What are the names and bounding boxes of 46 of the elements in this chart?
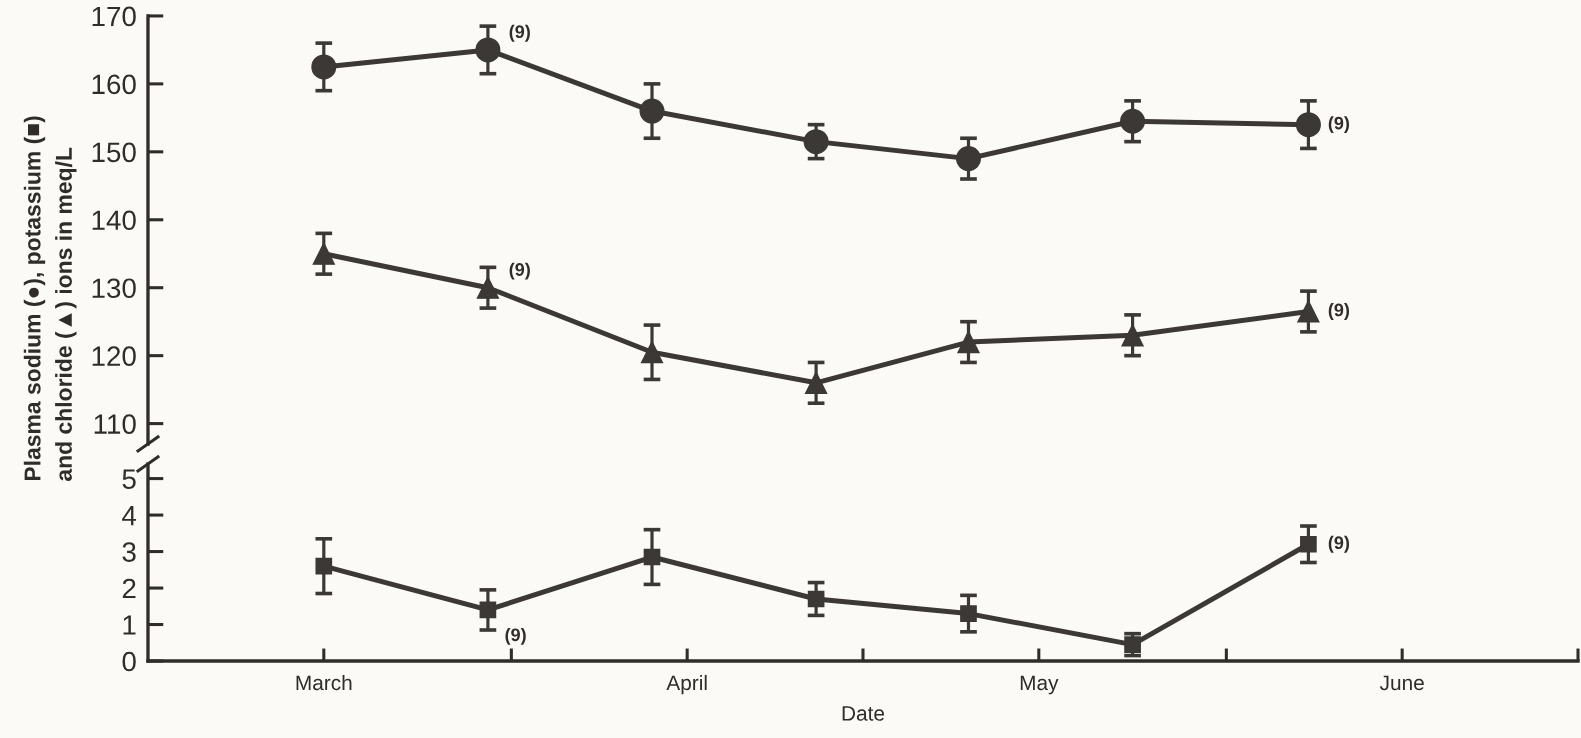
y-tick-label: 150 bbox=[92, 142, 136, 163]
y-tick-label: 140 bbox=[92, 210, 136, 231]
point bbox=[312, 242, 335, 265]
point bbox=[475, 37, 501, 63]
point bbox=[639, 98, 665, 124]
y-tick-label: 130 bbox=[92, 278, 136, 299]
point bbox=[476, 276, 500, 299]
point bbox=[1121, 324, 1144, 347]
point bbox=[955, 146, 981, 172]
y-tick-label: 110 bbox=[94, 414, 136, 434]
point bbox=[960, 605, 977, 622]
y-tick-label: 170 bbox=[92, 6, 136, 27]
annotation: (9) bbox=[509, 24, 530, 42]
x-tick-label: March bbox=[296, 674, 352, 691]
y-tick-label: 120 bbox=[92, 346, 136, 366]
point bbox=[311, 54, 337, 80]
point bbox=[640, 341, 664, 364]
annotation: (9) bbox=[505, 627, 526, 645]
point bbox=[804, 371, 828, 394]
x-tick-label: June bbox=[1379, 675, 1424, 691]
point bbox=[1295, 112, 1321, 138]
point bbox=[1297, 300, 1320, 323]
point bbox=[1300, 535, 1317, 553]
point bbox=[803, 129, 829, 155]
annotation: (9) bbox=[1328, 116, 1350, 134]
annotation: (9) bbox=[509, 262, 530, 280]
point bbox=[957, 330, 980, 354]
point bbox=[315, 557, 333, 575]
y-tick-label: 1 bbox=[123, 615, 136, 635]
y-axis-title: Plasma sodium (●), potassium (■) and chloride (▲) ions in meq/L bbox=[23, 116, 77, 481]
point bbox=[643, 548, 661, 566]
y-tick-label: 5 bbox=[122, 469, 136, 489]
y-tick-label: 3 bbox=[122, 542, 136, 562]
point bbox=[479, 601, 497, 619]
y-tick-label: 2 bbox=[122, 578, 136, 599]
point bbox=[1120, 108, 1146, 134]
annotation: (9) bbox=[1328, 303, 1350, 320]
y-tick-label: 4 bbox=[122, 506, 137, 526]
y-tick-label: 0 bbox=[122, 651, 136, 672]
point bbox=[807, 590, 825, 608]
y-tick-label: 160 bbox=[92, 74, 136, 95]
point bbox=[1124, 636, 1141, 653]
x-tick-label: April bbox=[666, 674, 707, 695]
x-axis-title: Date bbox=[842, 706, 885, 721]
annotation: (9) bbox=[1328, 535, 1350, 553]
x-tick-label: May bbox=[1020, 675, 1059, 695]
